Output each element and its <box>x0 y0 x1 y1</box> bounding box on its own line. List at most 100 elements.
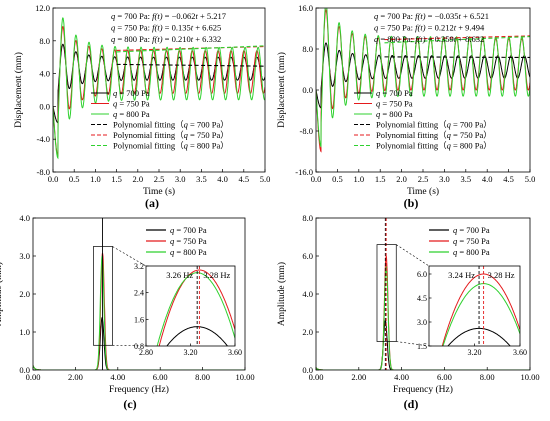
text-span: f(t) <box>152 34 163 44</box>
x-tick-label: 1.5 <box>111 174 122 184</box>
x-tick-label: 8.00 <box>195 372 210 382</box>
inset-y-tick-label: 6.0 <box>417 270 427 279</box>
legend-label-2: q = 800 Pa <box>113 109 150 119</box>
text-span: t <box>459 11 462 21</box>
inset-x-tick-label: 3.60 <box>228 348 242 357</box>
text-span: Polynomial fitting（ <box>376 141 447 151</box>
x-tick-label: 2.0 <box>132 174 143 184</box>
series-line-2 <box>53 17 265 160</box>
text-span: + 8.632 <box>456 34 484 44</box>
y-tick-label: 1.0 <box>19 327 30 337</box>
legend-label-2: q = 800 Pa <box>376 109 413 119</box>
x-tick-label: 4.0 <box>482 174 493 184</box>
x-tick-label: 0.00 <box>309 372 324 382</box>
series-line-0 <box>316 42 530 109</box>
plot-area <box>33 218 245 370</box>
inset-y-tick-label: 3.2 <box>134 262 144 271</box>
y-tick-label: 0.0 <box>39 101 50 111</box>
y-axis-label: Displacement (mm) <box>13 52 24 128</box>
text-span: q <box>170 247 175 257</box>
y-axis-label: Amplitude (mm) <box>276 262 287 326</box>
text-span: + 6.332 <box>193 34 221 44</box>
y-tick-label: 6.0 <box>302 251 313 261</box>
text-span: = 750 Pa: <box>378 23 415 33</box>
x-tick-label: 5.0 <box>260 174 271 184</box>
text-span: q <box>453 225 458 235</box>
text-span: q <box>376 88 381 98</box>
legend-label-1: q = 750 Pa <box>376 99 413 109</box>
text-span: + 6.521 <box>461 11 489 21</box>
y-tick-label: 4.0 <box>302 289 313 299</box>
text-span: = 0.212 <box>426 23 454 33</box>
inset-y-tick-label: 4.5 <box>417 294 427 303</box>
text-span: q <box>374 11 379 21</box>
text-span: q <box>447 130 452 140</box>
text-span: t <box>196 11 199 21</box>
text-span: f(t) <box>415 11 426 21</box>
text-span: q <box>376 99 381 109</box>
y-tick-label: 0.0 <box>302 85 313 95</box>
inset-peak-label-0: 3.24 Hz <box>448 270 475 280</box>
text-span: = 800 Pa <box>380 109 413 119</box>
zoom-box <box>376 244 397 342</box>
text-span: = 800 Pa: <box>378 34 415 44</box>
zoom-connector <box>396 341 430 347</box>
zoom-connector <box>396 244 430 267</box>
fit-equation-0: q = 700 Pa: f(t) = −0.062t + 5.217 <box>111 11 226 21</box>
text-span: = 750 Pa） <box>188 130 229 140</box>
inset-y-tick-label: 2.4 <box>134 289 144 298</box>
text-span: = 700 Pa <box>174 225 207 235</box>
x-tick-label: 1.0 <box>353 174 364 184</box>
text-span: Polynomial fitting（ <box>113 141 184 151</box>
text-span: = 0.210 <box>163 34 191 44</box>
x-tick-label: 0.5 <box>332 174 343 184</box>
y-tick-label: 0.0 <box>19 365 30 375</box>
x-tick-label: 10.00 <box>520 372 539 382</box>
fit-equation-1: q = 750 Pa: f(t) = 0.212t + 9.494 <box>374 23 485 33</box>
text-span: q <box>453 236 458 246</box>
zoom-connector <box>112 246 147 267</box>
inset-x-tick-label: 3.20 <box>184 348 198 357</box>
legend-label-5: Polynomial fitting（q = 800 Pa） <box>376 141 492 151</box>
text-span: q <box>184 141 189 151</box>
x-tick-label: 4.00 <box>110 372 125 382</box>
text-span: t <box>454 23 457 33</box>
inset-series-line-1 <box>158 269 235 346</box>
panel-caption: (a) <box>145 196 159 210</box>
x-tick-label: 2.5 <box>418 174 429 184</box>
text-span: q <box>184 120 189 130</box>
x-tick-label: 6.00 <box>153 372 168 382</box>
text-span: = 800 Pa） <box>188 141 229 151</box>
text-span: q <box>111 23 116 33</box>
y-tick-label: -8.0 <box>300 126 313 136</box>
y-tick-label: 4.0 <box>39 69 50 79</box>
y-tick-label: -16.0 <box>295 167 313 177</box>
y-tick-label: 2.0 <box>19 289 30 299</box>
series-fit-line-5 <box>116 45 265 53</box>
inset-peak-label-1: 3.28 Hz <box>488 270 515 280</box>
x-axis-label: Time (s) <box>143 186 175 197</box>
x-tick-label: 2.5 <box>154 174 165 184</box>
legend-label-0: q = 700 Pa <box>113 88 150 98</box>
text-span: = −0.035 <box>426 11 459 21</box>
text-span: Polynomial fitting（ <box>376 130 447 140</box>
y-tick-label: 12.0 <box>35 3 50 13</box>
text-span: = 750 Pa <box>174 236 207 246</box>
y-tick-label: 8.0 <box>302 213 313 223</box>
text-span: = 800 Pa <box>457 247 490 257</box>
text-span: + 5.217 <box>198 11 226 21</box>
text-span: = −0.062 <box>163 11 196 21</box>
plot-area <box>316 218 530 370</box>
legend-label-1: q = 750 Pa <box>453 236 490 246</box>
x-tick-label: 0.5 <box>69 174 80 184</box>
panel-caption: (b) <box>404 196 419 210</box>
x-axis-label: Frequency (Hz) <box>393 384 453 395</box>
x-tick-label: 0.00 <box>26 372 41 382</box>
plot-area <box>316 8 530 153</box>
inset-series-line-2 <box>442 283 520 346</box>
series-fit-line-5 <box>384 36 530 44</box>
y-tick-label: 2.0 <box>302 327 313 337</box>
text-span: = 700 Pa <box>117 88 150 98</box>
inset-peak-label-0: 3.26 Hz <box>166 270 193 280</box>
inset-series-line-2 <box>156 272 235 346</box>
